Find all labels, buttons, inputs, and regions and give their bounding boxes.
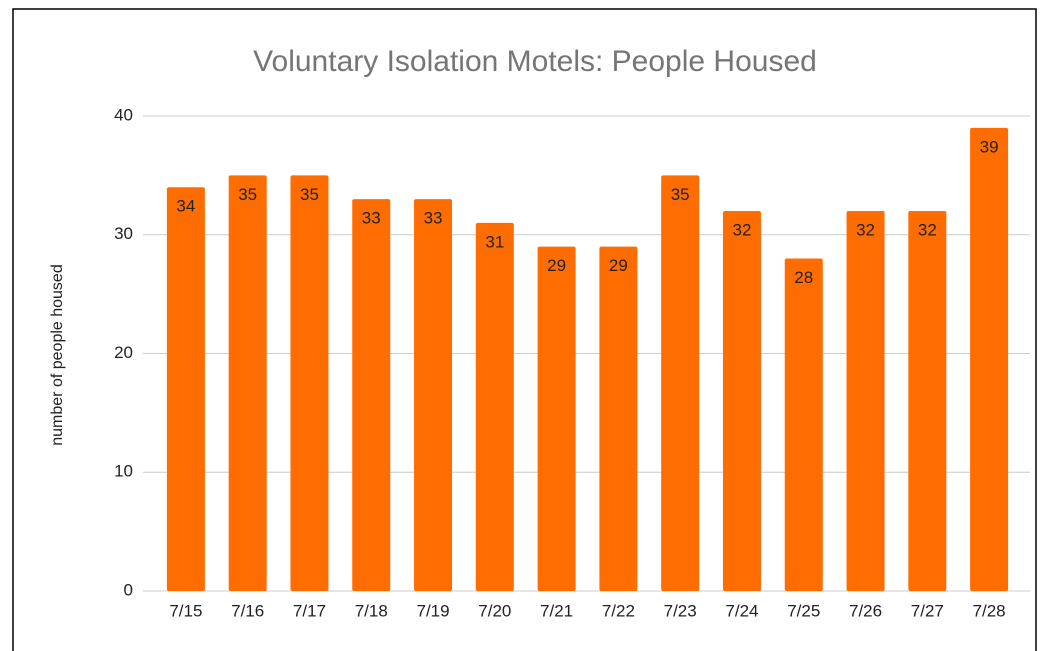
x-tick-label: 7/21 (540, 601, 573, 620)
data-label: 35 (671, 185, 690, 204)
bar (475, 222, 514, 591)
x-tick-label: 7/17 (293, 601, 326, 620)
bar (352, 199, 391, 591)
data-label: 32 (856, 220, 875, 239)
data-label: 33 (424, 209, 443, 228)
data-label: 34 (176, 197, 195, 216)
x-tick-label: 7/19 (416, 601, 449, 620)
x-tick-label: 7/23 (664, 601, 697, 620)
data-label: 29 (609, 256, 628, 275)
y-tick-label: 40 (114, 105, 133, 124)
bar (599, 246, 638, 591)
bar (166, 187, 205, 591)
y-tick-label: 10 (114, 462, 133, 481)
x-tick-label: 7/18 (355, 601, 388, 620)
bar (228, 175, 267, 591)
bar (414, 199, 453, 591)
bar (846, 211, 885, 591)
y-tick-label: 0 (124, 580, 133, 599)
bar (908, 211, 947, 591)
data-label: 35 (238, 185, 257, 204)
x-tick-label: 7/24 (725, 601, 758, 620)
x-tick-label: 7/27 (911, 601, 944, 620)
y-tick-label: 20 (114, 343, 133, 362)
data-label: 33 (362, 209, 381, 228)
bar (970, 127, 1009, 591)
chart-title: Voluntary Isolation Motels: People House… (253, 45, 817, 78)
x-tick-label: 7/26 (849, 601, 882, 620)
x-tick-label: 7/20 (478, 601, 511, 620)
data-label: 39 (980, 137, 999, 156)
data-label: 32 (733, 220, 752, 239)
data-label: 28 (794, 268, 813, 287)
x-tick-label: 7/16 (231, 601, 264, 620)
frame (12, 8, 1037, 651)
bar (537, 246, 576, 591)
data-label: 29 (547, 256, 566, 275)
data-label: 35 (300, 185, 319, 204)
x-tick-label: 7/15 (169, 601, 202, 620)
x-tick-label: 7/28 (973, 601, 1006, 620)
y-tick-label: 30 (114, 224, 133, 243)
bar (290, 175, 329, 591)
x-tick-label: 7/25 (787, 601, 820, 620)
x-tick-label: 7/22 (602, 601, 635, 620)
y-axis-label: number of people housed (49, 264, 66, 445)
data-label: 31 (485, 232, 504, 251)
bar (722, 211, 761, 591)
bar (784, 258, 823, 591)
data-label: 32 (918, 220, 937, 239)
bar (661, 175, 700, 591)
